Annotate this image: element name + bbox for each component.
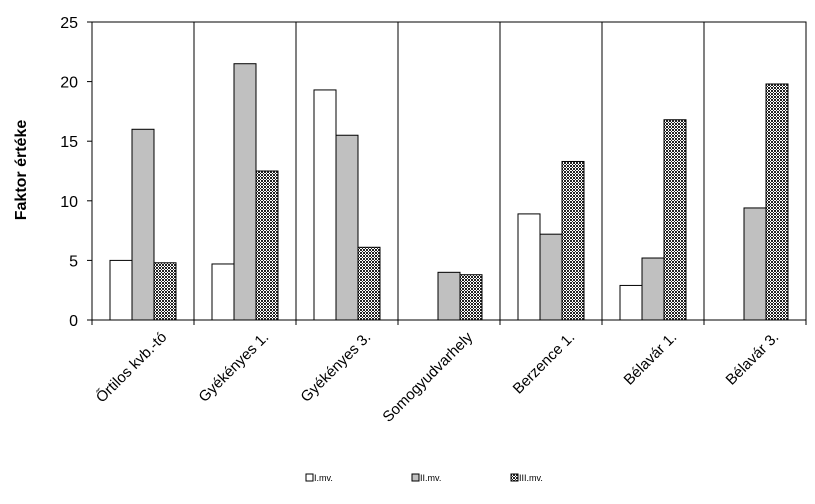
legend-label: I.mv. — [314, 473, 333, 483]
legend-swatch — [305, 473, 314, 482]
y-tick-label: 20 — [60, 75, 78, 92]
bar-iiimv-4 — [561, 160, 585, 321]
bar-iimv-5 — [641, 257, 665, 321]
bar-iiimv-2 — [357, 246, 381, 321]
bar-iimv-1 — [233, 63, 257, 321]
bar-iimv-0 — [131, 128, 155, 321]
x-tick-label: Berzence 1. — [510, 329, 579, 398]
x-tick-labels: Őrtilos kvb.-tó Gyékényes 1. Gyékényes 3. S… — [93, 328, 782, 425]
bar-imv-1 — [211, 263, 235, 321]
bar-iimv-6 — [743, 207, 767, 321]
y-tick-labels: 0 5 10 15 20 25 — [60, 15, 78, 330]
y-axis-label: Faktor értéke — [13, 120, 30, 221]
bar-iimv-4 — [539, 233, 563, 321]
y-tick-label: 25 — [60, 15, 78, 32]
legend-swatch — [411, 473, 420, 482]
legend-label: II.mv. — [420, 473, 441, 483]
legend: I.mv. II.mv. III.mv. — [305, 473, 543, 483]
bar-imv-4 — [517, 213, 541, 321]
legend-swatch — [510, 473, 519, 482]
bar-iiimv-0 — [153, 262, 177, 321]
y-tick-label: 15 — [60, 134, 78, 151]
y-tick-label: 0 — [69, 313, 78, 330]
x-tick-label: Gyékényes 3. — [297, 329, 374, 406]
bar-iimv-3 — [437, 271, 461, 321]
bar-iiimv-1 — [255, 170, 279, 321]
x-tick-label: Somogyudvarhely — [379, 328, 476, 425]
x-tick-label: Bélavár 1. — [621, 329, 681, 389]
x-tick-label: Bélavár 3. — [723, 329, 783, 389]
bar-iiimv-3 — [459, 274, 483, 321]
bar-imv-5 — [619, 284, 643, 321]
bars — [109, 63, 789, 321]
bar-imv-2 — [313, 89, 337, 321]
bar-iiimv-6 — [765, 83, 789, 321]
bar-iimv-2 — [335, 134, 359, 321]
bar-iiimv-5 — [663, 119, 687, 321]
x-tick-label: Őrtilos kvb.-tó — [93, 329, 170, 406]
x-tick-label: Gyékényes 1. — [195, 329, 272, 406]
y-tick-label: 10 — [60, 194, 78, 211]
bar-imv-0 — [109, 259, 133, 321]
y-tick-label: 5 — [69, 253, 78, 270]
legend-label: III.mv. — [519, 473, 543, 483]
